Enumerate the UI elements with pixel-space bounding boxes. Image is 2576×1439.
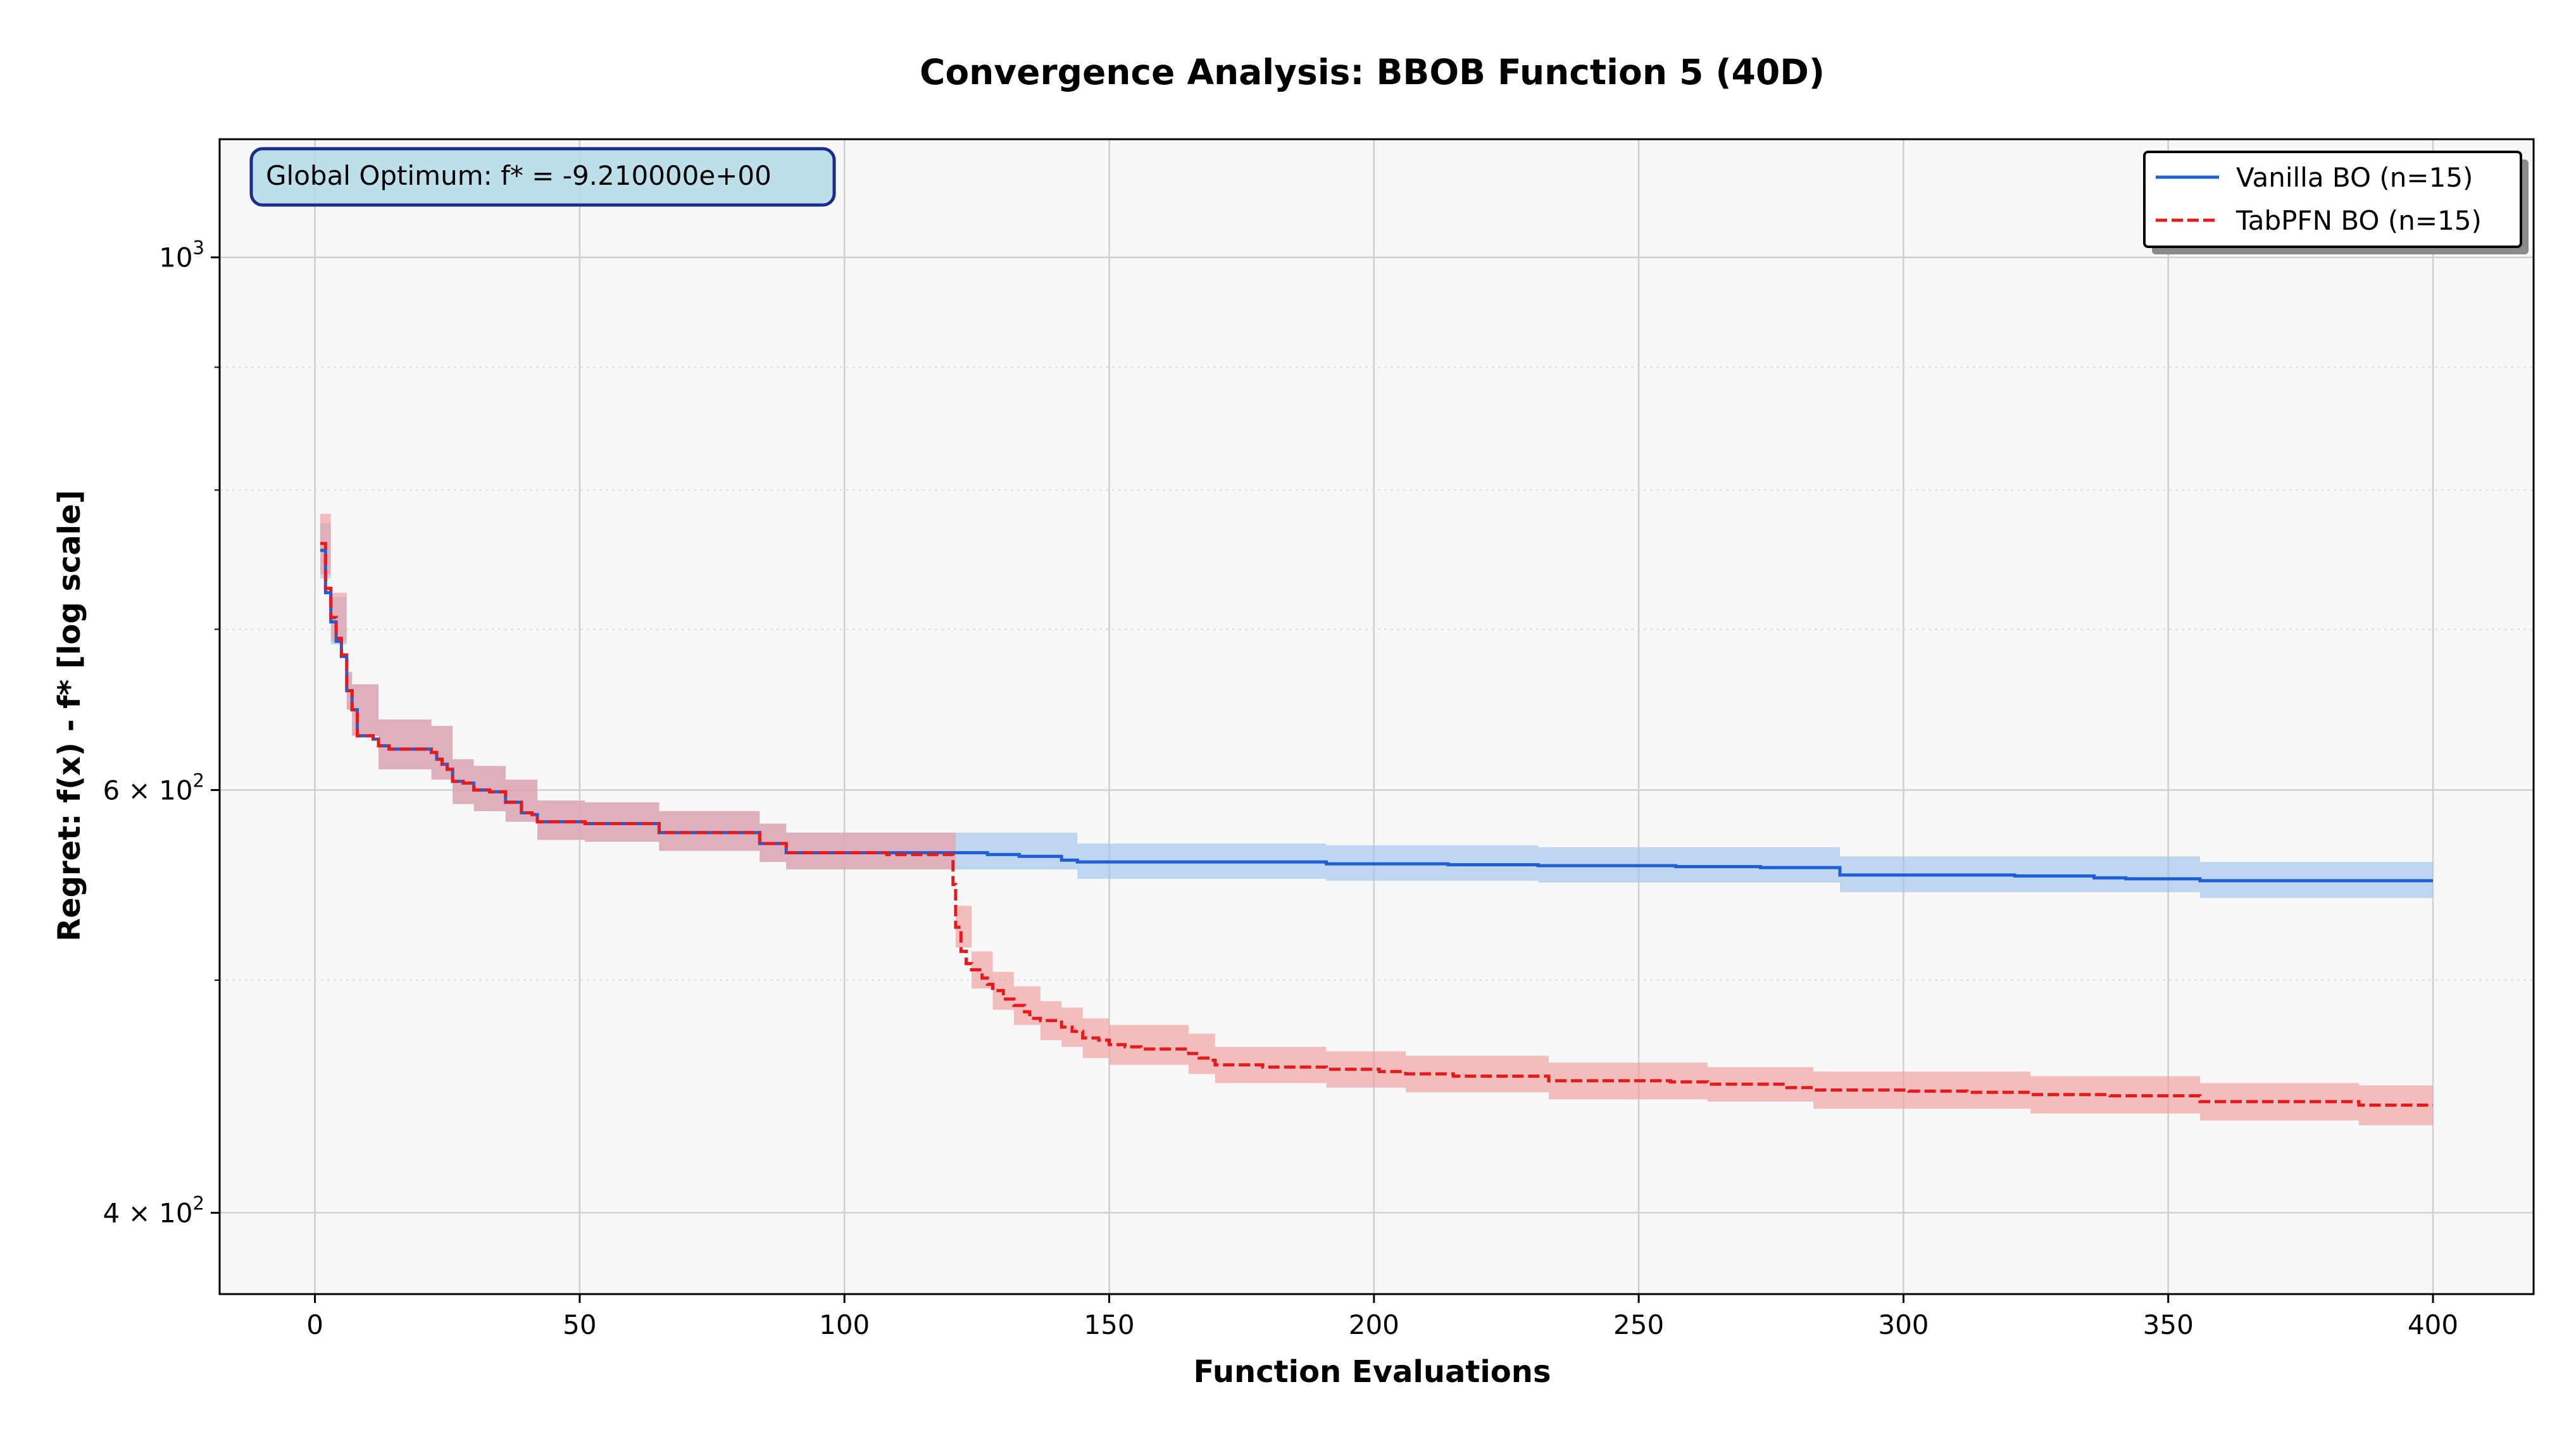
- annotation-text: Global Optimum: f* = -9.210000e+00: [266, 160, 772, 191]
- confidence-bands: [320, 513, 2433, 1126]
- x-tick-label: 250: [1613, 1309, 1664, 1340]
- y-tick-label: 4 × 102: [103, 1193, 204, 1229]
- annotation-box: Global Optimum: f* = -9.210000e+00: [249, 147, 836, 207]
- y-axis-label: Regret: f(x) - f* [log scale]: [52, 490, 87, 942]
- x-tick-label: 400: [2408, 1309, 2458, 1340]
- line-tabpfn-bo: [320, 542, 2433, 1107]
- x-tick-label: 300: [1878, 1309, 1929, 1340]
- chart-title: Convergence Analysis: BBOB Function 5 (4…: [920, 52, 1825, 92]
- x-tick-label: 350: [2143, 1309, 2194, 1340]
- series-lines: [320, 542, 2433, 1107]
- x-tick-label: 50: [563, 1309, 596, 1340]
- x-axis-ticks: 0 50 100 150 200 250 300 350 400: [306, 1294, 2458, 1340]
- plot-area-background: [220, 139, 2534, 1294]
- y-tick-label: 6 × 102: [103, 769, 204, 806]
- legend-label-vanilla: Vanilla BO (n=15): [2236, 162, 2473, 193]
- x-tick-label: 200: [1349, 1309, 1399, 1340]
- band-tabpfn-bo: [320, 513, 2433, 1126]
- y-axis-ticks: 103 6 × 102 4 × 102: [103, 237, 220, 1229]
- legend-label-tabpfn: TabPFN BO (n=15): [2235, 205, 2482, 236]
- x-axis-label: Function Evaluations: [1193, 1354, 1551, 1390]
- y-tick-label: 103: [159, 237, 204, 273]
- x-tick-label: 0: [306, 1309, 323, 1340]
- grid-lines: [220, 139, 2534, 1294]
- annotation-background: [249, 147, 836, 207]
- legend: Vanilla BO (n=15) TabPFN BO (n=15): [2143, 151, 2529, 254]
- x-tick-label: 150: [1084, 1309, 1134, 1340]
- x-tick-label: 100: [819, 1309, 870, 1340]
- legend-box: [2143, 151, 2522, 248]
- plot-frame: [218, 138, 2535, 1295]
